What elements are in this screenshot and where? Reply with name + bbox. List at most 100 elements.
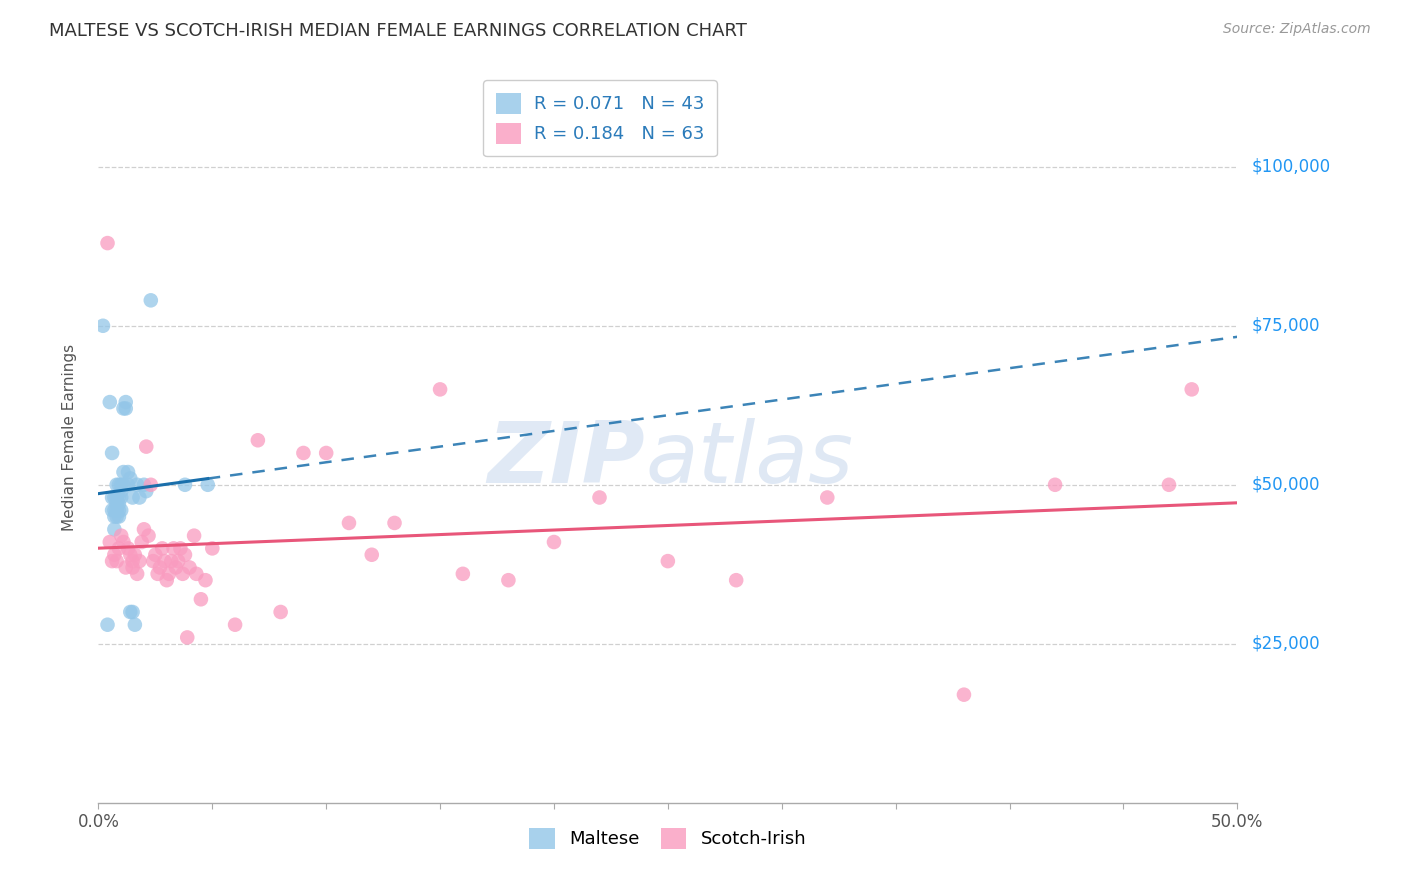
Point bbox=[498, 573, 520, 587]
Point bbox=[98, 535, 121, 549]
Point bbox=[108, 503, 131, 517]
Point bbox=[103, 509, 125, 524]
Point bbox=[224, 617, 246, 632]
Point bbox=[176, 631, 198, 645]
Text: $50,000: $50,000 bbox=[1251, 475, 1320, 494]
Point bbox=[103, 491, 125, 505]
Point bbox=[96, 236, 118, 251]
Text: Source: ZipAtlas.com: Source: ZipAtlas.com bbox=[1223, 22, 1371, 37]
Point bbox=[153, 554, 176, 568]
Point bbox=[183, 529, 205, 543]
Point bbox=[315, 446, 337, 460]
Text: $25,000: $25,000 bbox=[1251, 635, 1320, 653]
Point bbox=[105, 503, 128, 517]
Point bbox=[194, 573, 217, 587]
Point bbox=[105, 554, 128, 568]
Point bbox=[815, 491, 838, 505]
Point bbox=[127, 566, 149, 581]
Point bbox=[131, 535, 153, 549]
Point bbox=[174, 548, 197, 562]
Point bbox=[292, 446, 315, 460]
Point bbox=[103, 522, 125, 536]
Point bbox=[384, 516, 406, 530]
Point bbox=[146, 566, 169, 581]
Text: $100,000: $100,000 bbox=[1251, 158, 1330, 176]
Point bbox=[360, 548, 382, 562]
Point bbox=[429, 383, 451, 397]
Point bbox=[451, 566, 474, 581]
Point bbox=[121, 491, 143, 505]
Point bbox=[117, 477, 139, 491]
Point bbox=[114, 395, 136, 409]
Point bbox=[98, 395, 121, 409]
Point bbox=[725, 573, 748, 587]
Point bbox=[110, 529, 132, 543]
Point bbox=[105, 477, 128, 491]
Point bbox=[145, 548, 167, 562]
Point bbox=[149, 560, 172, 574]
Point bbox=[138, 529, 160, 543]
Point bbox=[169, 541, 191, 556]
Point bbox=[117, 541, 139, 556]
Point bbox=[108, 497, 131, 511]
Point bbox=[337, 516, 360, 530]
Point bbox=[139, 477, 162, 491]
Point bbox=[174, 477, 197, 491]
Text: $75,000: $75,000 bbox=[1251, 317, 1320, 334]
Point bbox=[142, 554, 165, 568]
Point bbox=[172, 566, 194, 581]
Point bbox=[103, 548, 125, 562]
Point bbox=[121, 560, 143, 574]
Point bbox=[121, 554, 143, 568]
Point bbox=[150, 541, 173, 556]
Point bbox=[157, 566, 180, 581]
Y-axis label: Median Female Earnings: Median Female Earnings bbox=[62, 343, 77, 531]
Point bbox=[101, 491, 124, 505]
Point bbox=[246, 434, 269, 448]
Point bbox=[96, 617, 118, 632]
Point bbox=[112, 535, 135, 549]
Point bbox=[103, 503, 125, 517]
Point bbox=[167, 554, 190, 568]
Point bbox=[127, 477, 149, 491]
Point bbox=[120, 605, 142, 619]
Point bbox=[117, 465, 139, 479]
Point bbox=[121, 605, 143, 619]
Point bbox=[110, 503, 132, 517]
Point bbox=[112, 477, 135, 491]
Point bbox=[270, 605, 292, 619]
Point bbox=[112, 465, 135, 479]
Point bbox=[124, 617, 146, 632]
Point bbox=[156, 573, 179, 587]
Point bbox=[179, 560, 201, 574]
Point bbox=[197, 477, 219, 491]
Text: atlas: atlas bbox=[645, 417, 853, 500]
Point bbox=[120, 471, 142, 485]
Point bbox=[543, 535, 565, 549]
Point bbox=[108, 477, 131, 491]
Point bbox=[101, 554, 124, 568]
Point bbox=[105, 497, 128, 511]
Point bbox=[135, 484, 157, 499]
Text: ZIP: ZIP bbox=[488, 417, 645, 500]
Point bbox=[108, 491, 131, 505]
Point bbox=[112, 401, 135, 416]
Point bbox=[101, 503, 124, 517]
Point bbox=[128, 491, 150, 505]
Point bbox=[108, 541, 131, 556]
Point bbox=[105, 509, 128, 524]
Point bbox=[953, 688, 976, 702]
Point bbox=[108, 509, 131, 524]
Point bbox=[128, 554, 150, 568]
Point bbox=[1043, 477, 1066, 491]
Point bbox=[114, 560, 136, 574]
Point bbox=[110, 477, 132, 491]
Point bbox=[91, 318, 114, 333]
Point bbox=[114, 401, 136, 416]
Point bbox=[162, 541, 184, 556]
Point bbox=[165, 560, 187, 574]
Point bbox=[110, 491, 132, 505]
Point bbox=[201, 541, 224, 556]
Legend: Maltese, Scotch-Irish: Maltese, Scotch-Irish bbox=[519, 817, 817, 860]
Point bbox=[132, 477, 155, 491]
